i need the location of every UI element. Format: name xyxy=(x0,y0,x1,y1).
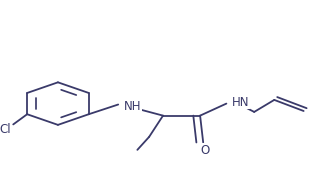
Text: NH: NH xyxy=(124,100,141,112)
Text: O: O xyxy=(200,144,210,157)
Text: Cl: Cl xyxy=(0,123,11,137)
Text: HN: HN xyxy=(232,96,249,109)
